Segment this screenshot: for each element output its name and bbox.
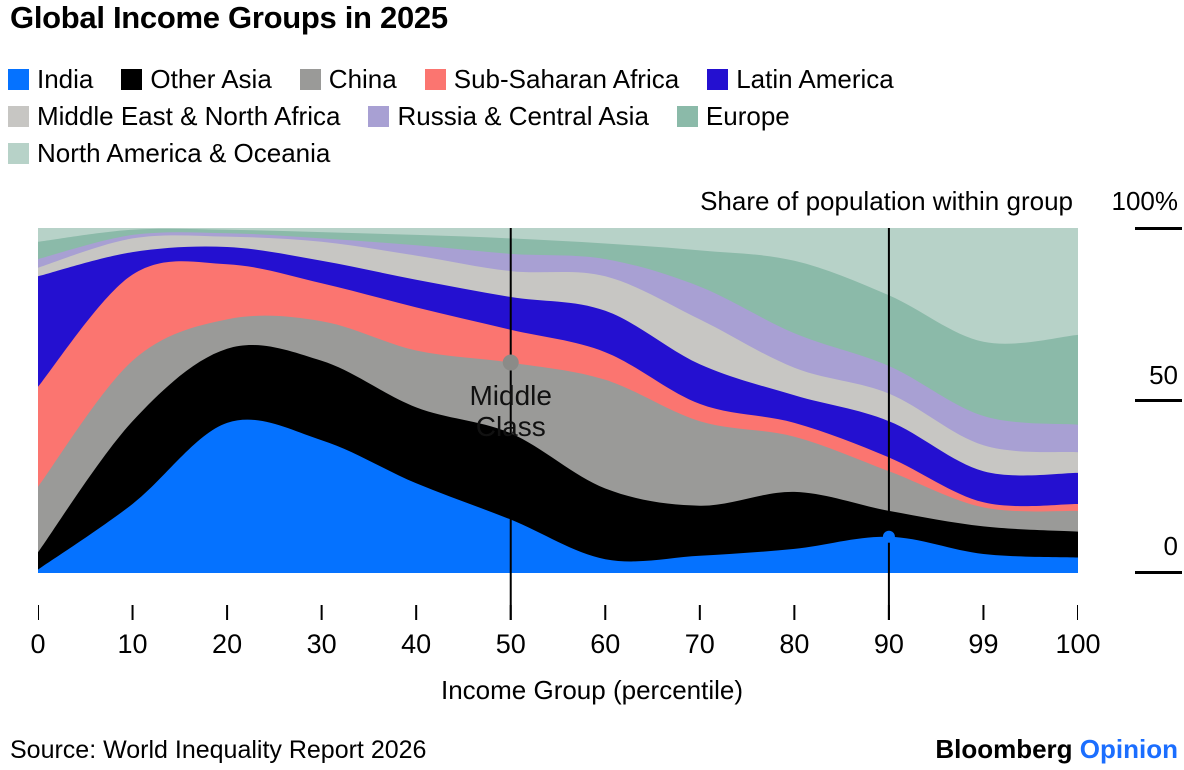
legend-label: Sub-Saharan Africa [453, 64, 680, 94]
x-tick-label: 20 [212, 629, 243, 659]
x-tick-label: 90 [873, 629, 904, 659]
bloomberg-wordmark: Bloomberg [935, 734, 1073, 764]
y-axis-title: Share of population within group [700, 186, 1073, 216]
legend-item: Sub-Saharan Africa [424, 64, 680, 94]
middle-class-annotation: Middle [469, 380, 551, 411]
x-axis-title: Income Group (percentile) [440, 675, 744, 705]
x-tick-label: 50 [495, 629, 526, 659]
y-tick-label-0: 0 [1163, 531, 1178, 561]
x-tick-label: 99 [968, 629, 999, 659]
legend-swatch [676, 105, 698, 127]
x-tick-label: 100 [1055, 629, 1101, 659]
legend-label: Other Asia [150, 64, 272, 94]
x-tick-label: 60 [590, 629, 621, 659]
x-tick-label: 70 [684, 629, 715, 659]
x-tick-label: 0 [30, 629, 46, 659]
legend-swatch [424, 68, 446, 90]
bloomberg-opinion-logo: Bloomberg Opinion [935, 734, 1178, 765]
marker-dot-p90 [882, 530, 895, 543]
legend-item: Russia & Central Asia [368, 101, 649, 131]
y-tick-mark-50 [1135, 399, 1182, 402]
legend-label: China [328, 64, 397, 94]
legend-label: Middle East & North Africa [37, 101, 341, 131]
legend-swatch [8, 68, 29, 90]
legend-swatch [299, 68, 321, 90]
legend-item: India [8, 66, 93, 92]
legend-item: Latin America [707, 66, 894, 92]
legend-swatch [707, 68, 729, 90]
y-tick-label-100: 100% [1111, 186, 1179, 216]
y-tick-mark-0 [1135, 571, 1182, 574]
x-tick-label: 10 [117, 629, 148, 659]
x-tick-label: 30 [306, 629, 337, 659]
legend-item: Other Asia [121, 64, 272, 94]
x-axis-tick-labels: 0 10 20 30 40 50 60 70 80 90 99 100 [30, 629, 1100, 659]
legend-label: Europe [705, 101, 790, 131]
legend-item: North America & Oceania [8, 140, 330, 166]
legend-item: Middle East & North Africa [8, 103, 340, 129]
opinion-wordmark: Opinion [1079, 734, 1178, 764]
legend-item: Europe [676, 101, 790, 131]
chart-title: Global Income Groups in 2025 [10, 0, 448, 35]
legend-swatch [368, 105, 390, 127]
source-note: Source: World Inequality Report 2026 [10, 736, 427, 764]
legend-label: India [37, 64, 94, 94]
area-layer-india [38, 419, 1078, 573]
legend-swatch [121, 68, 143, 90]
legend-swatch [8, 105, 29, 127]
legend-swatch [8, 142, 29, 164]
middle-class-annotation: Class [476, 411, 546, 442]
y-tick-label-50: 50 [1149, 360, 1178, 390]
legend-label: North America & Oceania [37, 138, 331, 168]
legend: India Other Asia China Sub-Saharan Africa La… [8, 66, 1053, 166]
legend-label: Latin America [736, 64, 894, 94]
marker-dot-p50 [502, 354, 519, 371]
legend-item: China [299, 64, 397, 94]
x-tick-label: 80 [779, 629, 810, 659]
x-tick-label: 40 [401, 629, 432, 659]
y-tick-mark-100 [1135, 227, 1182, 230]
legend-label: Russia & Central Asia [397, 101, 649, 131]
